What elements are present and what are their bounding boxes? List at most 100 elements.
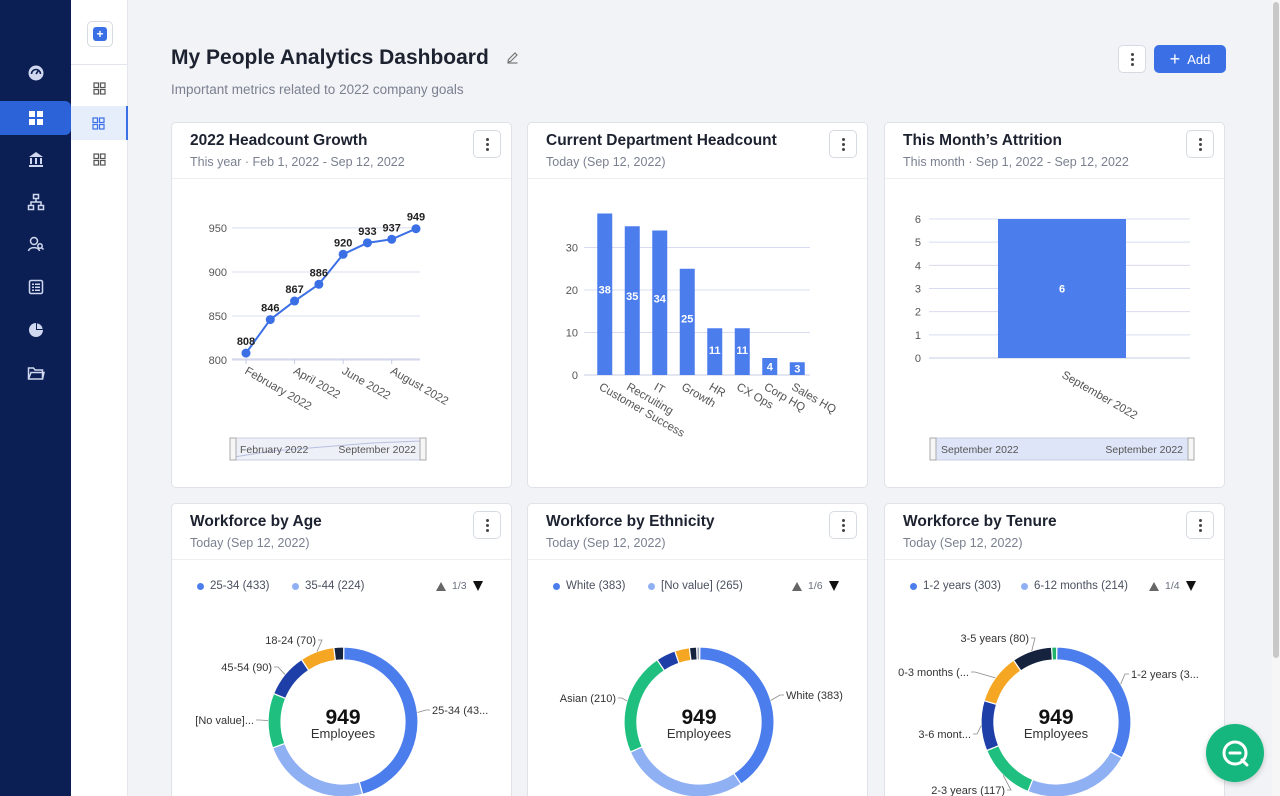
bar-value-label: 11: [736, 345, 748, 357]
page-menu-button[interactable]: [1118, 45, 1146, 73]
page-scrollbar[interactable]: [1272, 0, 1280, 796]
card-menu-button[interactable]: [1186, 130, 1214, 158]
card-menu-button[interactable]: [829, 511, 857, 539]
bank-icon[interactable]: [0, 142, 71, 176]
y-tick-label: 4: [915, 260, 921, 272]
legend-prev-icon[interactable]: [792, 581, 802, 591]
chat-button[interactable]: [1206, 724, 1264, 782]
scrollbar-thumb[interactable]: [1273, 2, 1279, 658]
card-subtitle: Today (Sep 12, 2022): [546, 155, 666, 169]
legend-prev-icon[interactable]: [436, 581, 446, 591]
card-divider: [885, 559, 1224, 560]
range-handle-start: [229, 437, 237, 461]
data-point: [265, 315, 275, 325]
donut-center-value: 949: [325, 706, 360, 729]
bar: [679, 268, 695, 375]
y-tick-label: 1: [915, 330, 921, 342]
leader-line: [618, 697, 628, 702]
slice-label: 18-24 (70): [265, 635, 316, 647]
series-line: [245, 227, 417, 354]
card-subtitle: This year · Feb 1, 2022 - Sep 12, 2022: [190, 155, 405, 169]
bar-value-label: 25: [681, 314, 693, 326]
data-label: 937: [383, 222, 401, 234]
legend-next-icon[interactable]: [1185, 581, 1196, 591]
y-tick-label: 6: [915, 214, 921, 226]
y-tick-label: 0: [915, 353, 921, 365]
legend-next-icon[interactable]: [472, 581, 483, 591]
new-dashboard-icon: +: [93, 27, 107, 41]
data-point: [362, 238, 372, 248]
org-chart-icon[interactable]: [0, 185, 71, 219]
y-tick-label: 20: [566, 285, 578, 297]
folder-icon[interactable]: [0, 356, 71, 390]
card-title: Current Department Headcount: [546, 132, 777, 149]
new-dashboard-button[interactable]: +: [87, 21, 113, 47]
legend-item[interactable]: [No value] (265): [648, 580, 743, 592]
legend-prev-icon[interactable]: [1149, 581, 1159, 591]
subnav-dashboard-1[interactable]: [71, 71, 128, 105]
chart-legend: 25-34 (433) 35-44 (224) 1/3: [172, 580, 511, 596]
legend-item[interactable]: 1-2 years (303): [910, 580, 1001, 592]
slice-label: 1-2 years (3...: [1131, 669, 1199, 681]
department-headcount-card: Current Department Headcount Today (Sep …: [527, 122, 868, 488]
bar: [597, 213, 613, 375]
donut-center-value: 949: [1038, 706, 1073, 729]
data-label: 867: [285, 284, 303, 296]
y-tick-label: 850: [209, 311, 227, 323]
legend-next-icon[interactable]: [828, 581, 839, 591]
pie-chart-icon[interactable]: [0, 313, 71, 347]
app-rail: [0, 0, 71, 796]
card-title: Workforce by Ethnicity: [546, 513, 715, 530]
leader-line: [1120, 673, 1129, 685]
card-subtitle: Today (Sep 12, 2022): [546, 536, 666, 550]
card-menu-button[interactable]: [829, 130, 857, 158]
pencil-icon[interactable]: [506, 51, 519, 64]
leader-line: [1031, 637, 1036, 652]
slice-label: 0-3 months (...: [898, 667, 969, 679]
subnav-dashboard-3[interactable]: [71, 142, 128, 176]
leader-line: [316, 639, 323, 652]
donut-slice: [1012, 646, 1054, 672]
grid-icon[interactable]: [0, 101, 71, 135]
legend-item[interactable]: 6-12 months (214): [1021, 580, 1128, 592]
kebab-icon: [485, 518, 489, 532]
card-menu-button[interactable]: [473, 511, 501, 539]
donut-slice: [300, 646, 337, 672]
bar: [998, 219, 1126, 358]
range-handle-end: [419, 437, 427, 461]
chat-icon: [1222, 740, 1249, 767]
card-divider: [172, 178, 511, 179]
legend-item[interactable]: 35-44 (224): [292, 580, 364, 592]
dashboard-gauge-icon[interactable]: [0, 56, 71, 90]
card-subtitle: This month · Sep 1, 2022 - Sep 12, 2022: [903, 155, 1129, 169]
range-start-label: September 2022: [941, 444, 1019, 456]
donut-slice: [1027, 750, 1123, 796]
bar-value-label: 6: [1059, 284, 1065, 296]
page-title: My People Analytics Dashboard: [171, 46, 489, 69]
y-tick-label: 10: [566, 328, 578, 340]
card-menu-button[interactable]: [473, 130, 501, 158]
y-tick-label: 0: [572, 370, 578, 382]
subnav-dashboard-2[interactable]: [71, 106, 128, 140]
data-point: [241, 348, 251, 358]
bar: [707, 328, 723, 375]
chart-legend: White (383) [No value] (265) 1/6: [528, 580, 867, 596]
card-title: This Month’s Attrition: [903, 132, 1062, 149]
kebab-icon: [1198, 518, 1202, 532]
list-icon[interactable]: [0, 270, 71, 304]
donut-slice: [983, 659, 1022, 706]
donut-slice: [271, 742, 364, 796]
card-menu-button[interactable]: [1186, 511, 1214, 539]
slice-label: White (383): [786, 690, 843, 702]
card-divider: [528, 559, 867, 560]
legend-item[interactable]: White (383): [553, 580, 625, 592]
add-widget-button[interactable]: + Add: [1154, 45, 1226, 73]
card-divider: [885, 178, 1224, 179]
donut-slice: [696, 646, 701, 661]
people-search-icon[interactable]: [0, 227, 71, 261]
slice-label: 25-34 (43...: [432, 705, 488, 717]
bar-value-label: 11: [709, 345, 721, 357]
data-point: [411, 224, 421, 234]
legend-item[interactable]: 25-34 (433): [197, 580, 269, 592]
